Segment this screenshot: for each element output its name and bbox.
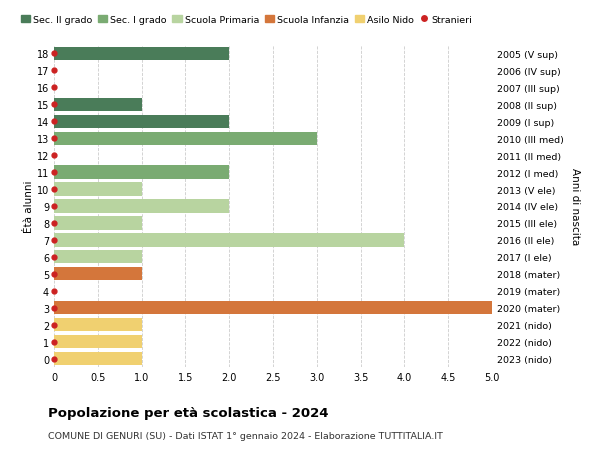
Bar [54,302,492,314]
Bar [54,132,317,146]
Bar [54,335,142,348]
Text: COMUNE DI GENURI (SU) - Dati ISTAT 1° gennaio 2024 - Elaborazione TUTTITALIA.IT: COMUNE DI GENURI (SU) - Dati ISTAT 1° ge… [48,431,443,441]
Bar [54,99,142,112]
Bar [54,183,142,196]
Bar [54,319,142,331]
Text: Popolazione per età scolastica - 2024: Popolazione per età scolastica - 2024 [48,406,329,419]
Legend: Sec. II grado, Sec. I grado, Scuola Primaria, Scuola Infanzia, Asilo Nido, Stran: Sec. II grado, Sec. I grado, Scuola Prim… [17,12,476,28]
Bar [54,352,142,365]
Bar [54,166,229,179]
Bar [54,48,229,61]
Bar [54,251,142,264]
Bar [54,268,142,281]
Bar [54,200,229,213]
Y-axis label: Anni di nascita: Anni di nascita [571,168,580,245]
Bar [54,217,142,230]
Bar [54,234,404,247]
Y-axis label: Étà alunni: Étà alunni [24,180,34,233]
Bar [54,115,229,129]
